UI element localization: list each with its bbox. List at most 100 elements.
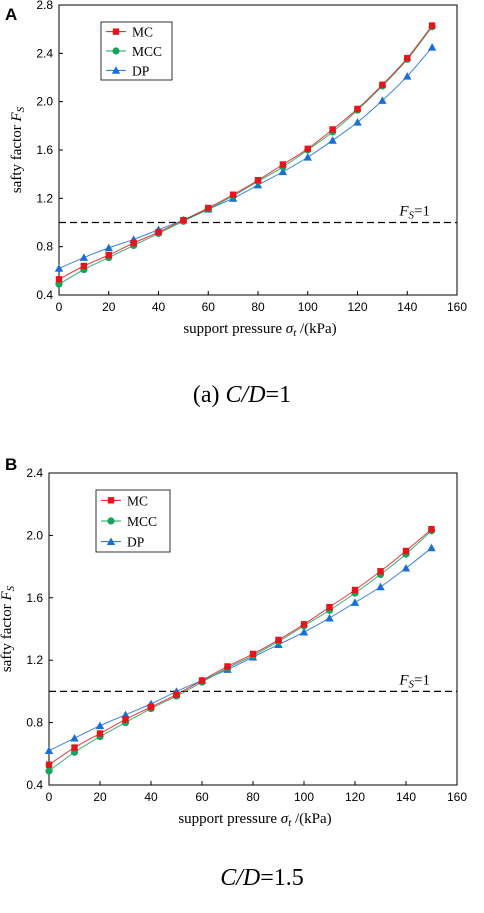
- series-line-dp-b: [48, 547, 432, 752]
- x-tick-label-b: 160: [447, 790, 467, 804]
- data-point-mc-a: [80, 262, 88, 270]
- data-point-dp-b: [401, 563, 411, 572]
- data-point-mc-b: [45, 761, 53, 768]
- data-point-mc-a: [428, 22, 436, 29]
- data-point-dp-a: [328, 136, 337, 144]
- data-point-mc-a: [105, 251, 112, 259]
- data-point-dp-a: [79, 253, 89, 261]
- caption-b: C/D=1.5: [220, 865, 304, 891]
- data-point-dp-b: [350, 598, 360, 606]
- series-line-mcc-b: [48, 530, 432, 772]
- data-point-mc-b: [147, 703, 155, 711]
- data-point-mc-a: [379, 81, 386, 88]
- panel-letter-b: B: [5, 455, 17, 474]
- y-tick-label-b: 0.8: [26, 716, 43, 730]
- legend-marker-mcc-b: [107, 517, 115, 525]
- data-point-mc-b: [96, 730, 104, 737]
- x-tick-label-a: 60: [202, 300, 216, 314]
- series-line-mc-b: [48, 528, 432, 766]
- y-tick-label-a: 0.4: [36, 288, 53, 302]
- x-tick-label-b: 60: [195, 790, 209, 804]
- series-line-dp-a: [58, 46, 433, 269]
- reference-line-label-a: FS=1: [398, 204, 430, 222]
- panel-letter-a: A: [5, 5, 17, 24]
- legend-label-mcc-a: MCC: [132, 44, 162, 59]
- legend-label-mc-a: MC: [132, 25, 153, 40]
- data-point-dp-a: [353, 118, 362, 126]
- data-point-mc-a: [254, 177, 262, 184]
- data-point-mc-b: [249, 650, 257, 658]
- data-point-dp-b: [427, 543, 436, 552]
- x-tick-label-b: 140: [396, 790, 416, 804]
- y-tick-label-b: 1.2: [26, 653, 43, 667]
- data-point-mc-b: [402, 547, 410, 555]
- data-point-mc-a: [155, 228, 162, 236]
- data-point-mc-b: [351, 586, 359, 594]
- data-point-mc-a: [404, 54, 411, 62]
- data-point-mc-a: [279, 161, 287, 168]
- data-point-mc-b: [198, 677, 206, 684]
- x-tick-label-b: 100: [294, 790, 314, 804]
- legend-marker-dp-a: [111, 66, 121, 74]
- legend-marker-mc-a: [112, 28, 120, 35]
- reference-line-label-b: FS=1: [398, 672, 430, 690]
- y-axis-label-b: safty factor FS: [0, 585, 17, 672]
- data-point-dp-b: [44, 746, 54, 755]
- data-point-mc-a: [130, 239, 137, 247]
- y-tick-label-b: 2.0: [26, 528, 43, 542]
- data-point-dp-b: [121, 710, 130, 719]
- data-point-mc-b: [224, 663, 231, 670]
- caption-a: (a) C/D=1: [193, 382, 291, 408]
- x-axis-label-a: support pressure σt /(kPa): [183, 321, 336, 339]
- data-point-mcc-b: [45, 767, 53, 775]
- y-tick-label-a: 2.8: [36, 0, 53, 12]
- data-point-dp-b: [299, 627, 309, 636]
- legend-marker-mcc-a: [112, 47, 120, 55]
- data-point-dp-a: [378, 96, 387, 104]
- y-tick-label-a: 2.0: [36, 95, 53, 109]
- panel-b: B C/D=1.5 0 20 40 60 80 100 120 140 160 0.4 0.8 1.2…: [0, 455, 467, 891]
- data-point-mc-a: [304, 145, 311, 152]
- data-point-dp-a: [104, 243, 113, 252]
- y-tick-label-a: 2.4: [36, 46, 53, 60]
- x-tick-label-a: 100: [298, 300, 318, 314]
- series-line-mc-a: [58, 25, 433, 280]
- x-tick-label-b: 40: [144, 790, 158, 804]
- data-point-dp-b: [70, 734, 79, 742]
- data-point-dp-a: [303, 153, 312, 161]
- x-tick-label-a: 0: [56, 300, 63, 314]
- legend-marker-dp-b: [106, 537, 116, 546]
- data-point-mc-a: [180, 216, 187, 224]
- data-point-dp-a: [403, 72, 412, 80]
- legend-label-mc-b: MC: [127, 493, 148, 508]
- y-tick-label-a: 0.8: [36, 240, 53, 254]
- y-tick-label-b: 2.4: [26, 466, 43, 480]
- data-point-mc-a: [229, 191, 237, 198]
- series-line-mcc-a: [58, 26, 433, 285]
- y-tick-label-a: 1.2: [36, 191, 53, 205]
- x-tick-label-b: 20: [93, 790, 107, 804]
- data-point-dp-b: [95, 721, 105, 730]
- data-point-dp-a: [278, 167, 288, 176]
- y-tick-label-b: 1.6: [26, 591, 43, 605]
- data-point-mc-a: [354, 105, 361, 113]
- data-point-mc-b: [300, 621, 308, 628]
- data-point-dp-a: [427, 43, 437, 51]
- data-point-mc-a: [329, 126, 336, 133]
- x-tick-label-b: 80: [246, 790, 260, 804]
- data-point-mc-a: [55, 276, 63, 283]
- x-tick-label-a: 140: [397, 300, 417, 314]
- panel-a: A (a) C/D=1 0 20 40 60 80 100 120 140 160 0.4 0.8 1…: [5, 0, 467, 408]
- legend-marker-mc-b: [107, 497, 115, 504]
- data-point-mc-b: [122, 716, 129, 723]
- data-point-dp-b: [376, 582, 385, 591]
- x-tick-label-a: 80: [251, 300, 265, 314]
- y-axis-label-a: safty factor FS: [9, 106, 27, 193]
- x-tick-label-a: 120: [347, 300, 367, 314]
- x-tick-label-b: 120: [345, 790, 365, 804]
- x-tick-label-a: 160: [447, 300, 467, 314]
- y-tick-label-a: 1.6: [36, 143, 53, 157]
- x-tick-label-a: 20: [102, 300, 116, 314]
- data-point-mc-b: [326, 603, 333, 611]
